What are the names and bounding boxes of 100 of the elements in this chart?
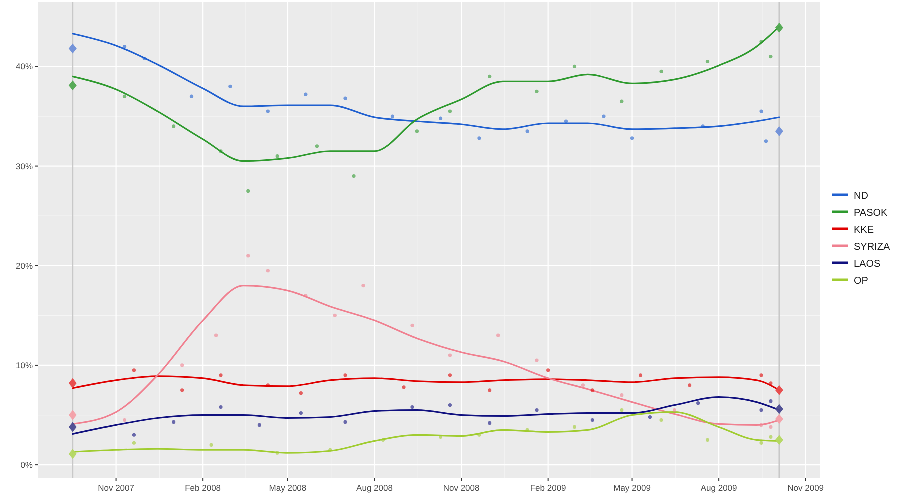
point [535, 358, 539, 362]
point [68, 422, 77, 432]
point [590, 388, 594, 392]
point [172, 124, 176, 128]
point [214, 334, 218, 338]
point [266, 110, 270, 114]
point [415, 130, 420, 134]
point [344, 420, 348, 424]
x-tick-label: Nov 2009 [788, 483, 824, 493]
y-tick-label: 10% [16, 360, 34, 370]
point [672, 408, 677, 412]
point [381, 438, 386, 442]
point [760, 40, 764, 44]
x-tick-label: Aug 2009 [700, 483, 738, 493]
x-tick-label: Feb 2009 [530, 483, 567, 493]
point [638, 374, 643, 378]
point [760, 441, 764, 445]
point [228, 84, 232, 88]
point [266, 269, 270, 273]
point [210, 443, 214, 447]
point [572, 425, 577, 430]
y-tick-label: 40% [16, 62, 34, 72]
point [546, 368, 550, 372]
point [172, 420, 176, 424]
point [688, 384, 692, 388]
point [68, 80, 77, 91]
point [68, 378, 77, 388]
y-tick-label: 20% [16, 260, 34, 271]
point [620, 394, 624, 398]
point [564, 120, 568, 124]
point [122, 418, 127, 422]
point [219, 374, 223, 378]
point [448, 404, 452, 408]
point [526, 130, 530, 134]
point [132, 433, 136, 437]
x-tick-label: Aug 2008 [356, 483, 394, 493]
point [438, 116, 443, 120]
point [590, 418, 594, 422]
point [68, 44, 77, 54]
point [180, 364, 184, 368]
point [760, 408, 764, 412]
point [122, 45, 127, 49]
point [660, 418, 664, 422]
point [246, 189, 250, 194]
point [304, 294, 308, 298]
point [769, 425, 773, 430]
point [706, 438, 710, 442]
legend-label: KKE [854, 225, 874, 236]
point [304, 92, 308, 96]
point [496, 334, 500, 338]
point [448, 110, 452, 114]
point [535, 408, 539, 412]
point [701, 124, 705, 128]
point [769, 382, 773, 386]
point [648, 415, 652, 420]
point [448, 374, 452, 378]
y-tick-label: 0% [20, 460, 34, 470]
point [488, 74, 492, 78]
point [620, 100, 624, 104]
x-tick-label: May 2009 [614, 483, 652, 493]
point [68, 410, 77, 420]
point [696, 402, 700, 406]
point [352, 174, 356, 178]
point [775, 414, 784, 424]
point [276, 451, 280, 455]
point [333, 314, 337, 318]
point [760, 110, 764, 114]
point [258, 423, 262, 428]
point [132, 368, 136, 372]
point [769, 400, 773, 404]
point [775, 126, 784, 136]
legend-label: OP [854, 276, 869, 287]
point [328, 448, 332, 452]
point [775, 22, 784, 33]
point [276, 154, 280, 158]
point [180, 388, 184, 392]
point [246, 254, 250, 258]
point [410, 324, 414, 328]
point [219, 150, 223, 154]
point [390, 114, 394, 118]
point [764, 140, 768, 144]
point [660, 70, 664, 74]
point [488, 421, 492, 426]
y-tick-label: 30% [16, 161, 34, 172]
point [402, 386, 406, 390]
point [410, 405, 414, 410]
point [760, 374, 764, 378]
legend-label: LAOS [854, 259, 882, 270]
point [706, 60, 710, 64]
point [299, 392, 303, 396]
x-tick-label: Feb 2008 [185, 483, 222, 493]
point [448, 354, 452, 358]
point [760, 423, 764, 428]
point [572, 64, 577, 69]
point [299, 411, 303, 416]
x-tick-label: May 2008 [269, 483, 307, 493]
point [581, 384, 586, 388]
point [344, 96, 348, 100]
point [535, 90, 539, 94]
point [362, 284, 366, 288]
